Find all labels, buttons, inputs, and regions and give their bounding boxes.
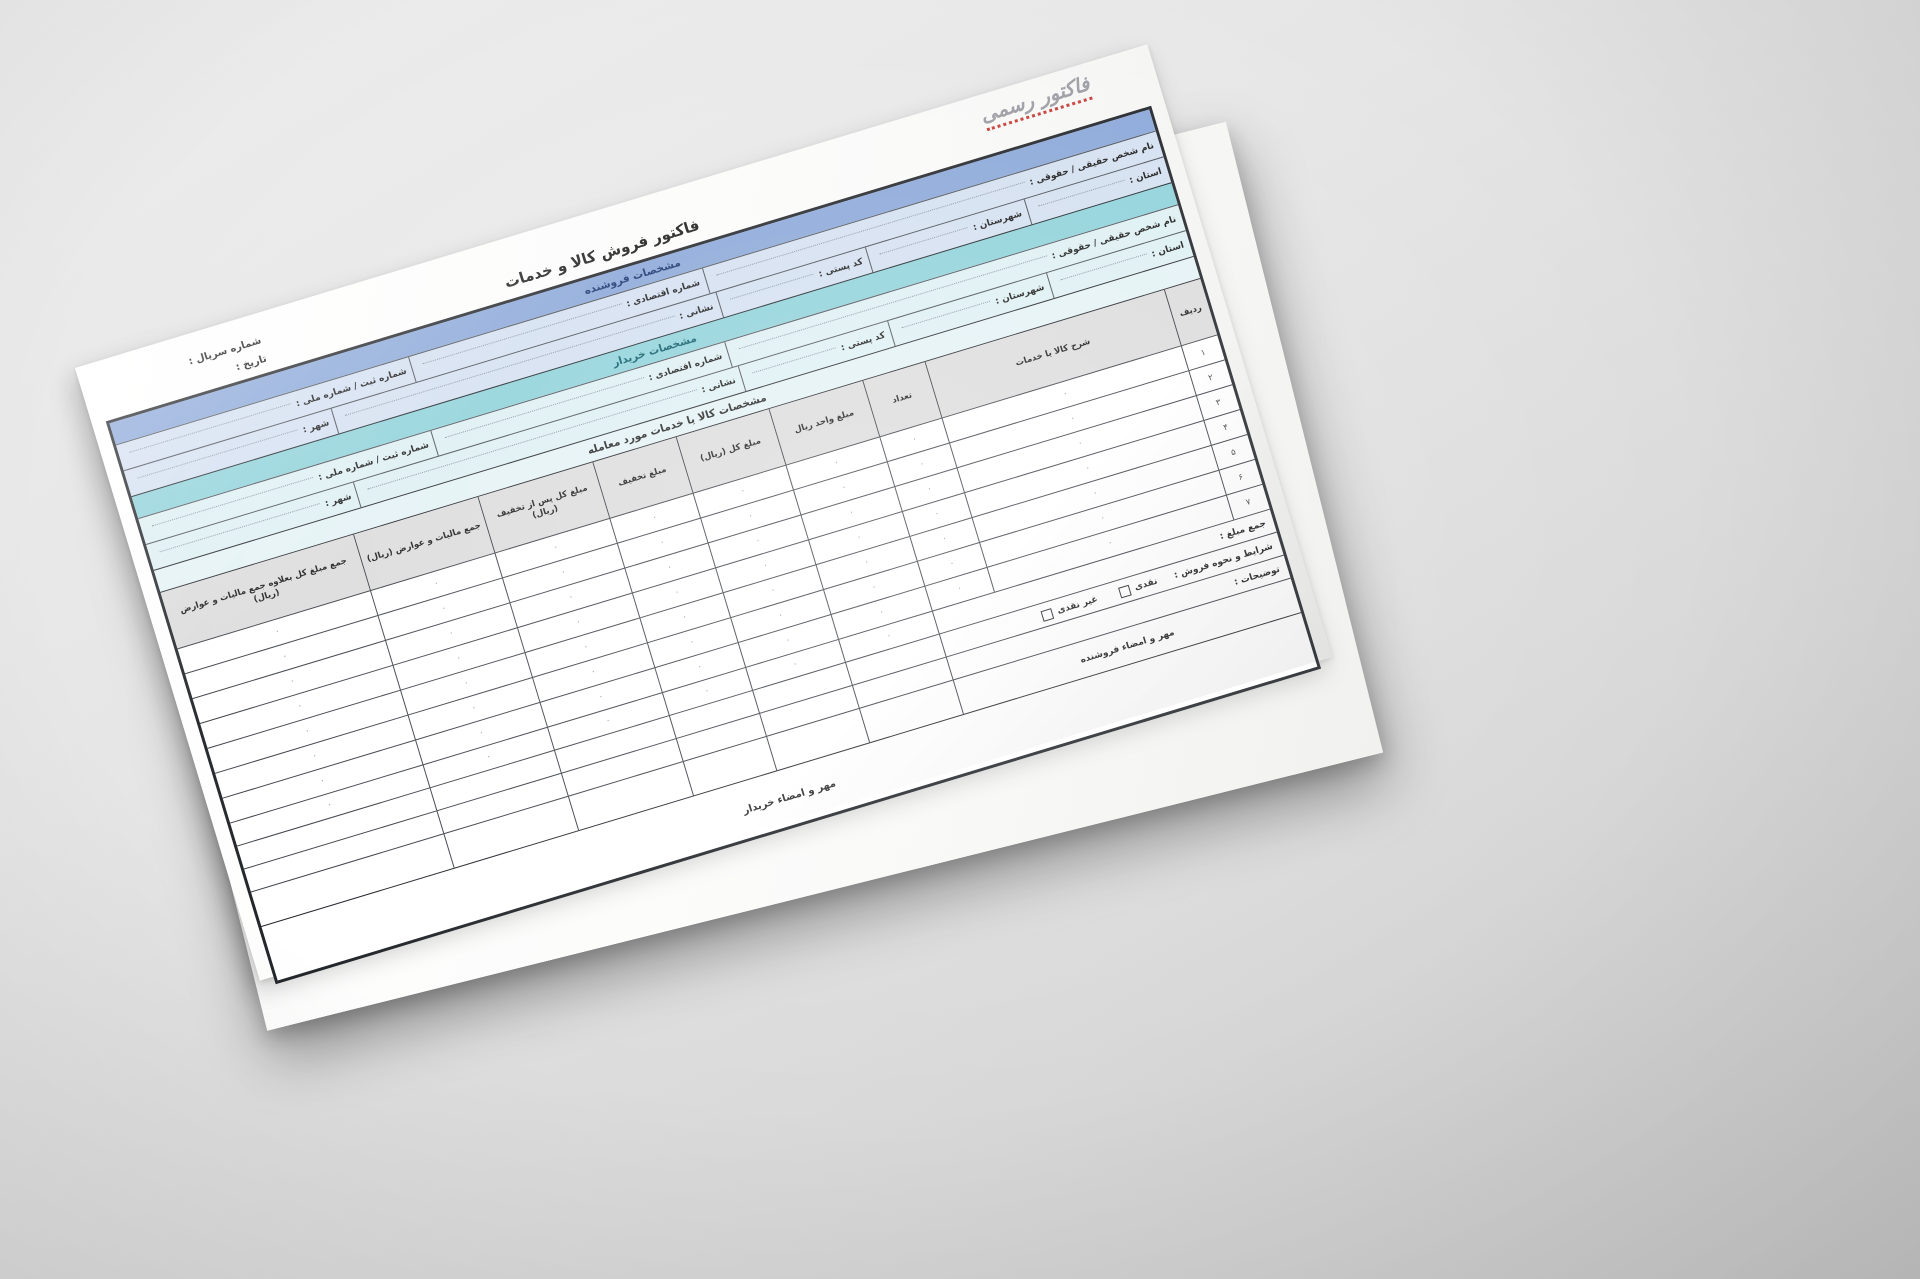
invoice-form: فاکتور رسمی فاکتور فروش کالا و خدمات شما… xyxy=(75,44,1332,985)
buyer-signature-label: مهر و امضاء خریدار xyxy=(741,777,838,816)
paper-sheet-front: فاکتور رسمی فاکتور فروش کالا و خدمات شما… xyxy=(75,44,1333,985)
cash-checkbox xyxy=(1118,584,1132,598)
credit-checkbox xyxy=(1040,607,1055,622)
cash-option-label: نقدی xyxy=(1133,576,1159,593)
